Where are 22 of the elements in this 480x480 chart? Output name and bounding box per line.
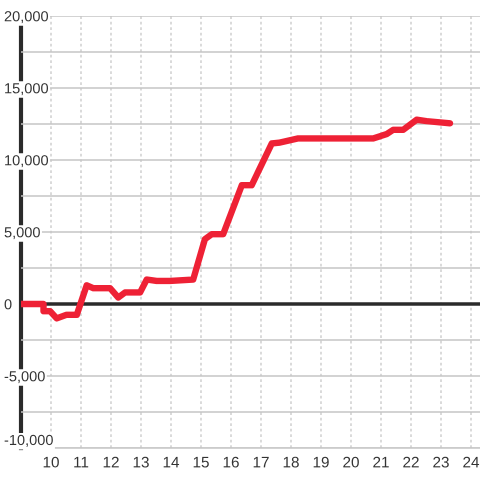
- y-tick-label: 5,000: [4, 227, 40, 240]
- y-tick-label: -10,000: [4, 434, 53, 447]
- x-tick-label: 12: [104, 456, 119, 468]
- y-tick-label: -5,000: [4, 371, 45, 384]
- y-tick-label: 0: [4, 299, 12, 310]
- x-tick-label: 18: [284, 456, 299, 468]
- x-tick-label: 17: [254, 456, 269, 468]
- x-tick-label: 15: [194, 456, 209, 468]
- y-tick-label: 10,000: [5, 155, 48, 168]
- x-tick-label: 21: [373, 456, 389, 468]
- y-tick-label: 20,000: [4, 11, 48, 24]
- y-tick-label: 15,000: [5, 83, 48, 96]
- x-tick-label: 10: [44, 456, 59, 468]
- x-tick-label: 16: [224, 456, 239, 468]
- x-tick-label: 11: [74, 456, 88, 468]
- x-tick-label: 23: [433, 456, 449, 468]
- x-tick-label: 19: [314, 456, 329, 468]
- x-tick-label: 20: [343, 456, 359, 468]
- x-tick-label: 24: [463, 456, 480, 468]
- x-tick-label: 14: [164, 456, 180, 468]
- x-tick-label: 13: [134, 456, 149, 468]
- x-tick-label: 22: [403, 456, 419, 468]
